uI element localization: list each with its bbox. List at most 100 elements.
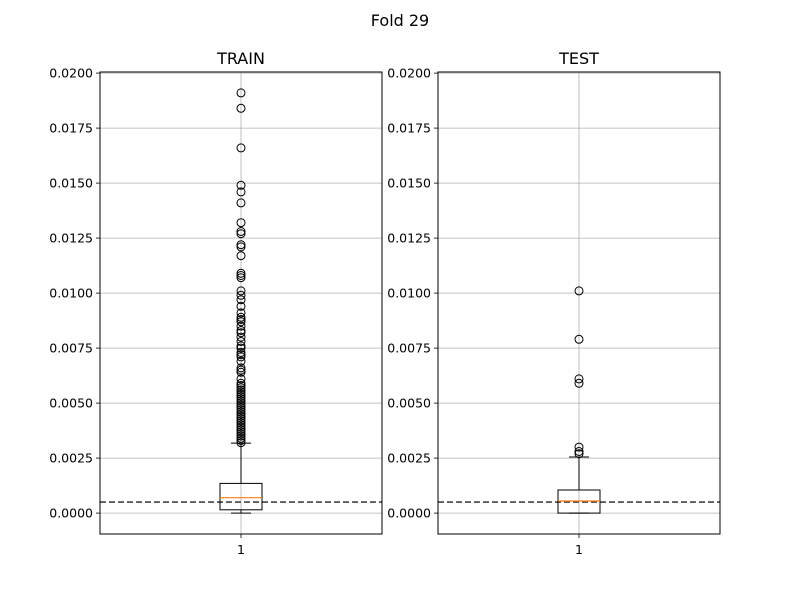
train-outlier-point bbox=[236, 348, 246, 357]
train-outlier-point bbox=[236, 429, 246, 439]
train-outlier-point bbox=[236, 315, 246, 324]
train-x-ticks: 1 bbox=[237, 534, 245, 557]
test-outlier-point bbox=[574, 447, 584, 456]
train-outlier-point bbox=[236, 436, 246, 445]
test-x-ticks: 1 bbox=[575, 534, 583, 557]
test-y-tick-label: 0.0050 bbox=[387, 396, 431, 411]
train-outlier-point bbox=[236, 392, 246, 401]
train-outlier-point bbox=[236, 321, 246, 331]
test-title: TEST bbox=[558, 49, 599, 68]
train-outlier-point bbox=[236, 227, 246, 236]
train-outlier-point bbox=[236, 383, 246, 393]
train-outlier-point bbox=[236, 268, 246, 278]
train-outlier-point bbox=[236, 411, 246, 421]
train-outlier-point bbox=[236, 273, 246, 283]
train-outlier-point bbox=[236, 374, 246, 384]
train-outlier-point bbox=[236, 143, 246, 153]
train-outliers bbox=[236, 88, 246, 448]
train-outlier-point bbox=[236, 394, 246, 404]
train-outlier-point bbox=[236, 229, 246, 239]
train-y-tick-label: 0.0100 bbox=[49, 286, 93, 301]
train-outlier-point bbox=[236, 387, 246, 397]
train-y-tick-label: 0.0150 bbox=[49, 176, 93, 191]
train-y-tick-label: 0.0175 bbox=[49, 121, 93, 136]
test-y-tick-label: 0.0200 bbox=[387, 66, 431, 81]
test-outlier-point bbox=[574, 286, 584, 296]
train-outlier-point bbox=[236, 431, 246, 441]
train-boxplot bbox=[219, 442, 263, 514]
train-outlier-point bbox=[236, 242, 246, 252]
train-outlier-point bbox=[236, 290, 246, 300]
train-outlier-point bbox=[236, 427, 246, 437]
train-outlier-point bbox=[236, 438, 246, 448]
test-panel: TEST 0.0000 0.0025 0.0050 0.0075 0.0100 0.012… bbox=[387, 49, 721, 557]
train-outlier-point bbox=[236, 396, 246, 406]
train-outlier-point bbox=[236, 363, 246, 373]
train-outlier-point bbox=[236, 218, 246, 228]
train-outlier-point bbox=[236, 414, 246, 423]
figure-suptitle: Fold 29 bbox=[371, 11, 429, 30]
train-outlier-point bbox=[236, 312, 246, 322]
test-outliers bbox=[574, 286, 584, 459]
train-title: TRAIN bbox=[216, 49, 265, 68]
train-outlier-point bbox=[236, 240, 246, 250]
train-y-tick-label: 0.0200 bbox=[49, 66, 93, 81]
train-outlier-point bbox=[236, 407, 246, 417]
test-y-tick-label: 0.0075 bbox=[387, 341, 431, 356]
test-y-tick-label: 0.0175 bbox=[387, 121, 431, 136]
train-outlier-point bbox=[236, 365, 246, 375]
train-y-tick-label: 0.0050 bbox=[49, 396, 93, 411]
train-outlier-point bbox=[236, 301, 246, 311]
train-outlier-point bbox=[236, 422, 246, 432]
train-outlier-point bbox=[236, 103, 246, 113]
test-y-tick-label: 0.0100 bbox=[387, 286, 431, 301]
test-grid bbox=[438, 72, 720, 534]
train-outlier-point bbox=[236, 420, 246, 430]
train-outlier-point bbox=[236, 295, 246, 305]
train-outlier-point bbox=[236, 343, 246, 353]
train-y-tick-label: 0.0025 bbox=[49, 451, 93, 466]
test-outlier-point bbox=[574, 334, 584, 344]
train-outlier-point bbox=[236, 332, 246, 342]
train-outlier-point bbox=[236, 389, 246, 399]
train-outlier-point bbox=[236, 405, 246, 415]
test-outlier-point bbox=[574, 442, 584, 452]
train-outlier-point bbox=[236, 433, 246, 443]
train-outlier-point bbox=[236, 337, 246, 346]
train-outlier-point bbox=[236, 308, 246, 318]
train-x-tick-label: 1 bbox=[237, 542, 245, 557]
test-y-tick-label: 0.0125 bbox=[387, 231, 431, 246]
test-outlier-point bbox=[574, 449, 584, 459]
train-outlier-point bbox=[236, 271, 246, 280]
train-outlier-point bbox=[236, 180, 246, 190]
train-outlier-point bbox=[236, 418, 246, 428]
train-outlier-point bbox=[236, 341, 246, 351]
train-outlier-point bbox=[236, 328, 246, 338]
test-boxplot bbox=[557, 456, 601, 514]
train-outlier-point bbox=[236, 381, 246, 390]
train-outlier-point bbox=[236, 356, 246, 366]
test-y-tick-label: 0.0150 bbox=[387, 176, 431, 191]
train-y-tick-label: 0.0000 bbox=[49, 506, 93, 521]
train-y-tick-label: 0.0125 bbox=[49, 231, 93, 246]
train-y-tick-label: 0.0075 bbox=[49, 341, 93, 356]
train-outlier-point bbox=[236, 403, 246, 412]
train-outlier-point bbox=[236, 378, 246, 388]
train-outlier-point bbox=[236, 326, 246, 335]
train-outlier-point bbox=[236, 317, 246, 327]
test-y-ticks: 0.0000 0.0025 0.0050 0.0075 0.0100 0.0125 0.01… bbox=[387, 66, 438, 521]
train-outlier-point bbox=[236, 352, 246, 362]
train-outlier-point bbox=[236, 425, 246, 434]
train-outlier-point bbox=[236, 385, 246, 395]
test-x-tick-label: 1 bbox=[575, 542, 583, 557]
train-outlier-point bbox=[236, 251, 246, 261]
train-box bbox=[219, 482, 263, 511]
train-outlier-point bbox=[236, 350, 246, 360]
train-outlier-point bbox=[236, 286, 246, 296]
train-outlier-point bbox=[236, 367, 246, 377]
train-outlier-point bbox=[236, 416, 246, 426]
train-outlier-point bbox=[236, 88, 246, 98]
train-outlier-point bbox=[236, 400, 246, 410]
train-outlier-point bbox=[236, 187, 246, 197]
